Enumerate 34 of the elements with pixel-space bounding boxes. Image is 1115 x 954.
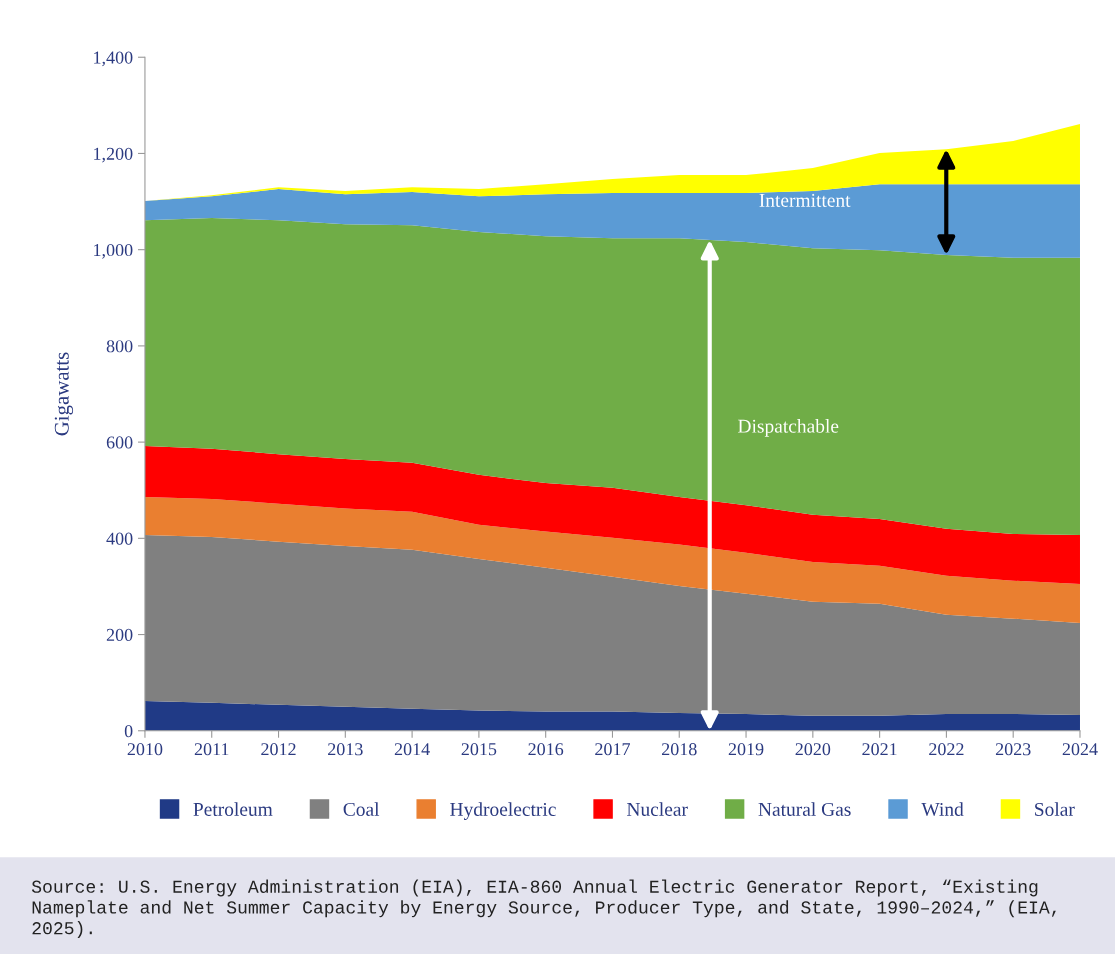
x-tick-label: 2020 (795, 743, 831, 756)
annotation: Dispatchable (738, 419, 839, 437)
y-tick-label: 800 (106, 340, 133, 353)
x-tick-label: 2022 (929, 743, 964, 756)
x-tick-label: 2024 (1062, 743, 1098, 756)
x-tick-label: 2014 (394, 743, 430, 756)
x-tick-label: 2010 (127, 743, 163, 756)
y-tick-label: 1,200 (94, 147, 133, 163)
legend-label: Natural Gas (758, 802, 851, 816)
y-tick-label: 1,000 (94, 243, 133, 259)
y-tick-label: 600 (106, 436, 133, 449)
annotation: Intermittent (759, 193, 851, 207)
x-tick-label: 2021 (862, 743, 897, 756)
legend-label: Petroleum (193, 802, 273, 816)
x-tick-label: 2011 (194, 743, 229, 756)
legend-label: Nuclear (626, 802, 688, 816)
y-tick-label: 0 (124, 725, 133, 738)
x-tick-label: 2013 (328, 743, 363, 756)
x-tick-label: 2018 (662, 743, 697, 756)
legend-label: Coal (343, 802, 380, 816)
y-tick-label: 1,400 (94, 51, 133, 67)
x-tick-label: 2012 (261, 743, 296, 756)
y-tick-label: 200 (106, 628, 133, 641)
legend-label: Wind (921, 802, 964, 817)
x-tick-label: 2016 (528, 743, 564, 756)
source-note: Source: U.S. Energy Administration (EIA), EIA-860 Annual Electric Generator Report, “Existing Nameplate and Net Summer Capacity by Energy Source, Producer Type, and State, 1990–2024,” (EIA, 2025). (31, 879, 1056, 938)
x-tick-label: 2019 (728, 743, 764, 756)
legend-label: Hydroelectric (450, 802, 556, 820)
x-tick-label: 2023 (995, 743, 1031, 756)
x-tick-label: 2015 (461, 743, 497, 756)
legend-label: Solar (1035, 802, 1075, 816)
y-axis-title: Gigawatts (54, 352, 74, 436)
y-tick-label: 400 (106, 532, 133, 545)
x-tick-label: 2017 (595, 743, 631, 756)
